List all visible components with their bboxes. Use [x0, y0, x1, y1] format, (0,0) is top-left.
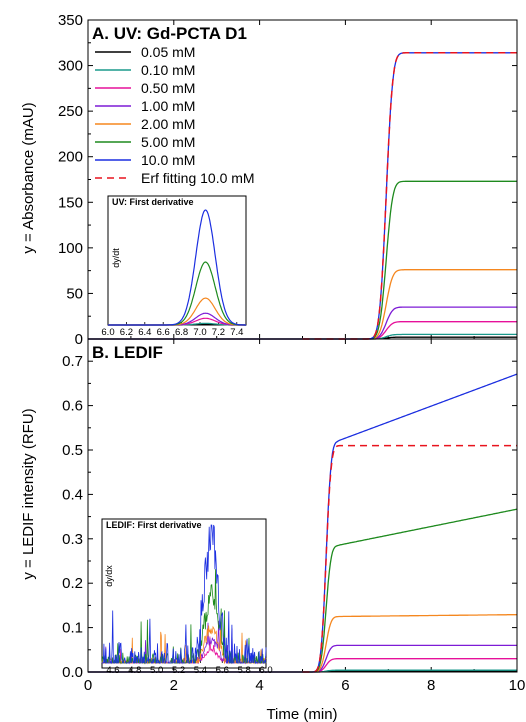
inset-x-tick-label: 6.0	[101, 327, 114, 338]
panel-b-inset-title: LEDIF: First derivative	[106, 520, 202, 530]
legend-label-0-50-mm: 0.50 mM	[141, 80, 195, 96]
y-tick-label: 0.2	[62, 575, 83, 592]
y-tick-label: 0	[75, 331, 83, 348]
inset-x-tick-label: 5.8	[238, 665, 251, 676]
inset-x-tick-label: 6.6	[157, 327, 170, 338]
panel-b-inset: LEDIF: First derivative dy/dx 4.6 4.8 5.0 5…	[101, 518, 273, 676]
legend-label-erf-fitting-10-0-mm: Erf fitting 10.0 mM	[141, 170, 255, 186]
y-tick-label: 100	[58, 240, 83, 257]
panel-a-inset-title: UV: First derivative	[112, 197, 194, 207]
panel-a-legend: 0.05 mM 0.10 mM 0.50 mM 1.00 mM 2.00 mM 5.00 …	[95, 44, 255, 186]
inset-x-tick-label: 5.2	[172, 665, 185, 676]
y-tick-label: 0.1	[62, 620, 83, 637]
series-line-erf-fitting-10-0-mm	[302, 52, 517, 340]
inset-x-tick-label: 4.6	[106, 665, 119, 676]
y-tick-label: 0.3	[62, 531, 83, 548]
panel-b-title: B. LEDIF	[92, 343, 163, 362]
y-tick-label: 0.4	[62, 486, 83, 503]
inset-series-line-10-0-mm	[102, 524, 267, 665]
x-tick-label: 0	[84, 677, 92, 694]
y-tick-label: 150	[58, 194, 83, 211]
panel-a-inset-frame	[107, 195, 247, 326]
y-tick-label: 0.6	[62, 398, 83, 415]
legend-label-0-10-mm: 0.10 mM	[141, 62, 195, 78]
panel-a-axis-ticks: 0 50 100 150 200 250 300 350	[58, 12, 518, 348]
legend-label-5-00-mm: 5.00 mM	[141, 134, 195, 150]
panel-a: y = Absorbance (mAU) 0 50 100 150 200 250 300 3…	[20, 12, 518, 348]
legend-label-1-00-mm: 1.00 mM	[141, 98, 195, 114]
inset-x-tick-label: 4.8	[128, 665, 141, 676]
legend-label-0-05-mm: 0.05 mM	[141, 44, 195, 60]
panel-b-inset-ylabel: dy/dx	[104, 565, 114, 587]
y-tick-label: 0.5	[62, 442, 83, 459]
x-tick-label: 2	[170, 677, 178, 694]
panel-b-frame	[87, 338, 518, 673]
x-tick-label: 4	[255, 677, 263, 694]
inset-series-line-10-0-mm	[108, 209, 246, 326]
inset-x-tick-label: 6.0	[259, 665, 272, 676]
series-line-erf-fitting-10-0-mm	[302, 444, 517, 673]
inset-x-tick-label: 6.8	[175, 327, 188, 338]
legend-label-2-00-mm: 2.00 mM	[141, 116, 195, 132]
panel-b-xlabel: Time (min)	[266, 706, 337, 722]
inset-x-tick-label: 6.2	[120, 327, 133, 338]
inset-x-tick-label: 7.0	[193, 327, 206, 338]
x-tick-label: 6	[341, 677, 349, 694]
y-tick-label: 300	[58, 58, 83, 75]
panel-a-title: A. UV: Gd-PCTA D1	[92, 24, 247, 43]
inset-x-tick-label: 5.0	[150, 665, 163, 676]
y-tick-label: 200	[58, 149, 83, 166]
x-tick-label: 8	[427, 677, 435, 694]
x-tick-label: 10	[509, 677, 526, 694]
legend-label-10-0-mm: 10.0 mM	[141, 152, 195, 168]
panel-a-inset-ylabel: dy/dt	[111, 248, 121, 268]
inset-x-tick-label: 5.4	[194, 665, 207, 676]
panel-a-ylabel: y = Absorbance (mAU)	[20, 102, 37, 253]
y-tick-label: 0.0	[62, 664, 83, 681]
inset-x-tick-label: 7.2	[212, 327, 225, 338]
y-tick-label: 250	[58, 103, 83, 120]
y-tick-label: 50	[66, 285, 83, 302]
inset-x-tick-label: 7.4	[230, 327, 243, 338]
panel-b-ylabel: y = LEDIF intensity (RFU)	[20, 408, 37, 579]
inset-x-tick-label: 6.4	[138, 327, 151, 338]
panel-a-inset: UV: First derivative dy/dt 6.0 6.2 6.4 6.6 6…	[101, 195, 247, 338]
y-tick-label: 0.7	[62, 353, 83, 370]
panel-b: y = LEDIF intensity (RFU) Time (min) 0.0…	[20, 338, 526, 722]
inset-x-tick-label: 5.6	[216, 665, 229, 676]
panel-b-inset-frame	[101, 518, 267, 669]
y-tick-label: 350	[58, 12, 83, 29]
